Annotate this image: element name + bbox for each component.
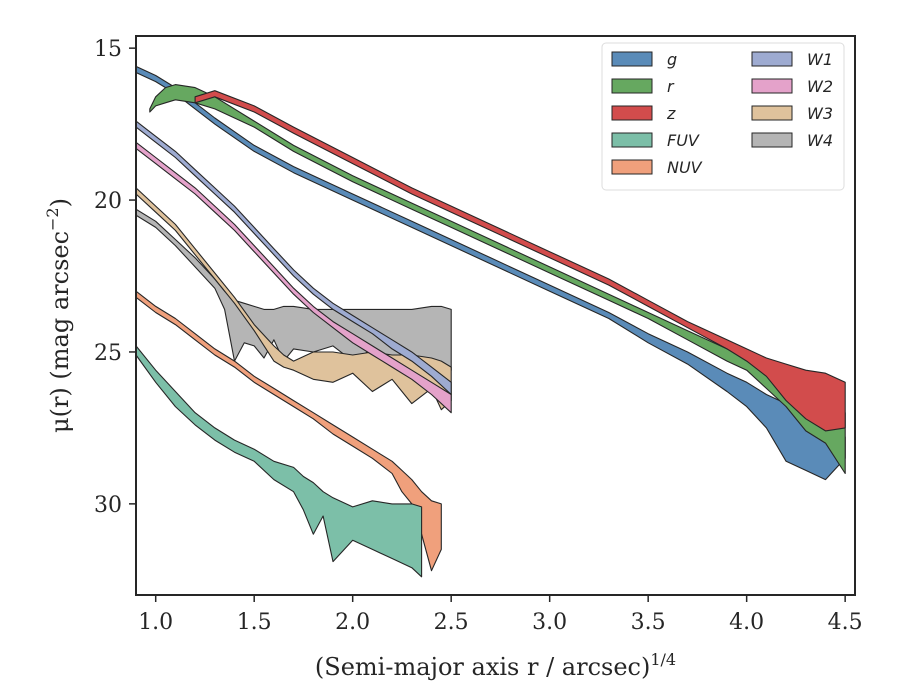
y-axis-label: μ(r) (mag arcsec−2)	[43, 198, 74, 433]
legend-label-w3: W3	[807, 104, 833, 123]
x-axis-label: (Semi-major axis r / arcsec)1/4	[315, 650, 676, 681]
legend-swatch-w3	[751, 105, 793, 121]
y-axis-label-superscript: −2	[43, 207, 62, 231]
band-fuv	[136, 345, 423, 578]
legend-swatch-fuv	[611, 132, 653, 148]
x-axis: 1.0 1.5 2.0 2.5 3.0 3.5 4.0 4.5	[138, 595, 863, 635]
y-tick-label: 30	[94, 493, 122, 518]
x-axis-label-superscript: 1/4	[650, 650, 676, 669]
x-tick-label: 3.5	[631, 610, 666, 635]
y-axis-label-end: )	[46, 198, 74, 207]
legend-label-g: g	[667, 50, 677, 69]
legend-swatch-nuv	[611, 159, 653, 175]
legend-swatch-z	[611, 105, 653, 121]
y-axis: 15 20 25 30	[94, 37, 136, 518]
legend-label-w2: W2	[807, 77, 833, 96]
x-tick-label: 2.5	[434, 610, 469, 635]
legend-label-z: z	[666, 104, 676, 123]
y-axis-label-main: μ(r) (mag arcsec	[46, 231, 74, 433]
legend-swatch-w4	[751, 132, 793, 148]
y-tick-label: 25	[94, 341, 122, 366]
x-tick-label: 2.0	[335, 610, 370, 635]
x-tick-label: 4.5	[828, 610, 863, 635]
legend-label-r: r	[667, 77, 675, 96]
legend-label-w4: W4	[807, 131, 833, 150]
x-tick-label: 1.0	[138, 610, 173, 635]
band-nuv	[136, 290, 442, 572]
band-w2	[136, 141, 452, 414]
y-tick-label: 15	[94, 37, 122, 62]
legend-swatch-r	[611, 78, 653, 94]
band-w1	[136, 120, 452, 396]
legend-label-w1: W1	[807, 50, 833, 69]
plot-area	[136, 65, 846, 578]
legend-swatch-w2	[751, 78, 793, 94]
legend-label-nuv: NUV	[667, 158, 703, 177]
band-r	[149, 84, 846, 475]
x-tick-label: 1.5	[237, 610, 272, 635]
legend-swatch-g	[611, 51, 653, 67]
x-tick-label: 4.0	[729, 610, 764, 635]
x-axis-label-main: (Semi-major axis r / arcsec)	[315, 653, 650, 681]
x-tick-label: 3.0	[532, 610, 567, 635]
legend-swatch-w1	[751, 51, 793, 67]
band-z	[194, 90, 846, 432]
legend: grz FUV NUV W1 W2 W3 W4	[601, 42, 845, 191]
plot-frame	[135, 35, 856, 596]
legend-label-fuv: FUV	[667, 131, 700, 150]
y-tick-label: 20	[94, 189, 122, 214]
